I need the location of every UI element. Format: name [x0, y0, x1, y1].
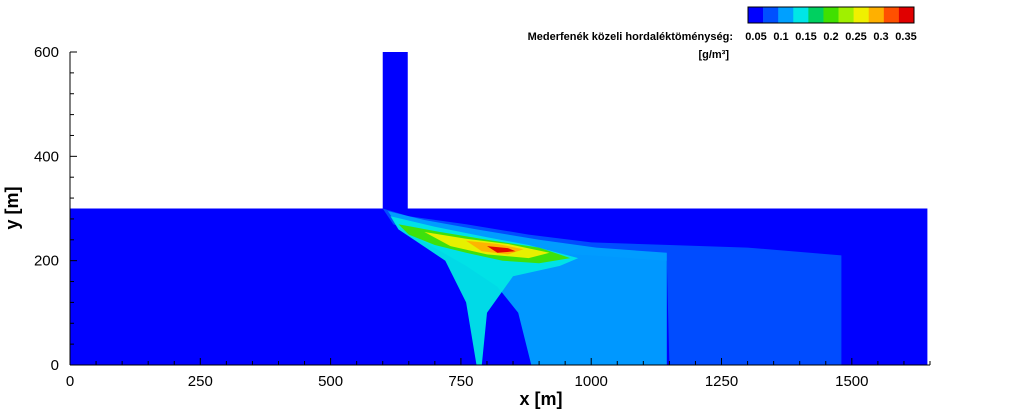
y-tick-label: 200 [34, 253, 59, 270]
colorbar-swatch [748, 7, 764, 23]
y-tick-label: 400 [34, 148, 59, 165]
x-axis-title: x [m] [519, 389, 562, 409]
colorbar-swatch [883, 7, 900, 23]
colorbar-tick-label: 0.15 [795, 31, 816, 43]
x-tick-label: 0 [66, 373, 74, 390]
x-tick-label: 250 [188, 373, 213, 390]
colorbar-tick-label: 0.25 [845, 31, 866, 43]
x-tick-label: 750 [448, 373, 473, 390]
tributary-channel [382, 52, 408, 210]
concentration-field [70, 52, 928, 365]
colorbar-swatch [763, 7, 779, 23]
y-axis-title: y [m] [2, 186, 22, 229]
colorbar-tick-label: 0.05 [745, 31, 766, 43]
colorbar-swatch [823, 7, 839, 23]
y-tick-label: 600 [34, 44, 59, 61]
axes: 0 250 500 750 1000 1250 1500 0 200 400 600 [34, 44, 931, 390]
colorbar-swatch [778, 7, 794, 23]
y-tick-label: 0 [51, 357, 59, 374]
concentration-region->0.35 [487, 246, 516, 253]
colorbar-swatch [898, 7, 915, 23]
colorbar-swatch [853, 7, 870, 23]
colorbar-title: Mederfenék közeli hordaléktöménység: [528, 31, 733, 43]
x-tick-label: 1000 [575, 373, 608, 390]
colorbar-swatch [808, 7, 824, 23]
colorbar-legend: Mederfenék közeli hordaléktöménység: [g/… [528, 6, 917, 61]
colorbar-unit: [g/m³] [698, 49, 729, 61]
colorbar-swatch [838, 7, 854, 23]
x-tick-label: 500 [318, 373, 343, 390]
colorbar-swatch [793, 7, 809, 23]
colorbar-swatch [868, 7, 885, 23]
colorbar-tick-label: 0.2 [823, 31, 838, 43]
colorbar-tick-label: 0.1 [773, 31, 788, 43]
colorbar-frame [747, 6, 915, 24]
colorbar-swatches [747, 6, 915, 24]
y-axis-ticks: 0 200 400 600 [34, 44, 77, 374]
colorbar-tick-labels: 0.05 0.1 0.15 0.2 0.25 0.3 0.35 [745, 31, 916, 43]
colorbar-tick-label: 0.3 [873, 31, 888, 43]
colorbar-tick-label: 0.35 [895, 31, 916, 43]
x-tick-label: 1500 [835, 373, 868, 390]
x-tick-label: 1250 [705, 373, 738, 390]
x-axis-ticks: 0 250 500 750 1000 1250 1500 [66, 358, 931, 390]
